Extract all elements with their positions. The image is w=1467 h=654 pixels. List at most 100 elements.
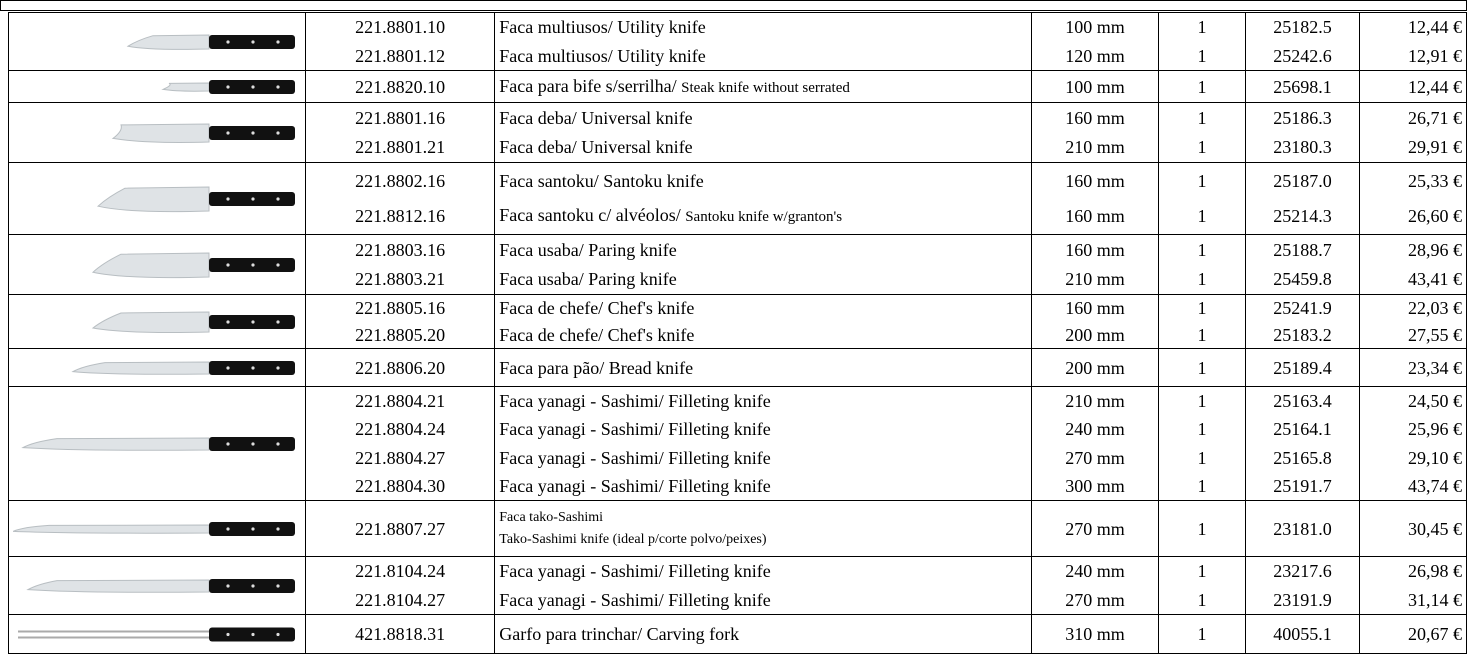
qty-cell: 1 <box>1158 294 1246 322</box>
knife-part <box>251 366 255 370</box>
desc-cell: Faca yanagi - Sashimi/ Filleting knife <box>494 415 1032 444</box>
price-cell: 12,91 € <box>1359 41 1467 71</box>
product-group: 221.8805.16 Faca de chefe/ Chef's knife 16… <box>8 294 1467 349</box>
knife-part <box>251 584 255 588</box>
code-cell: 221.8801.12 <box>304 41 496 71</box>
size-cell: 160 mm <box>1030 234 1160 265</box>
desc: Faca santoku/ Santoku knife <box>499 170 704 191</box>
knife-image-cell <box>8 234 306 295</box>
ref-cell: 25187.0 <box>1244 162 1361 199</box>
knife-part <box>251 263 255 267</box>
knife-image <box>18 627 295 642</box>
code: 221.8804.27 <box>355 447 446 468</box>
desc-cell: Faca tako-Sashimi Tako-Sashimi knife (ide… <box>494 500 1032 557</box>
code-cell: 221.8805.20 <box>304 321 496 349</box>
desc: Faca usaba/ Paring knife <box>499 269 677 290</box>
desc-cell: Garfo para trinchar/ Carving fork <box>494 614 1032 654</box>
price-cell: 22,03 € <box>1359 294 1467 322</box>
size-cell: 160 mm <box>1030 102 1160 133</box>
knife-image-cell <box>8 70 306 103</box>
knife-part <box>91 311 210 333</box>
size-cell: 100 mm <box>1030 12 1160 42</box>
knife-part <box>226 40 230 44</box>
knife-part <box>226 197 230 201</box>
ref-cell: 40055.1 <box>1244 614 1361 654</box>
qty: 1 <box>1197 561 1207 582</box>
ref: 25182.5 <box>1273 17 1332 38</box>
product-row: 221.8806.20 Faca para pão/ Bread knife 200… <box>8 348 1467 387</box>
qty: 1 <box>1197 324 1207 345</box>
knife-part <box>276 584 280 588</box>
price: 43,74 € <box>1408 476 1462 496</box>
size: 270 mm <box>1065 447 1125 468</box>
knife-image <box>111 123 295 143</box>
code-cell: 221.8104.24 <box>304 556 496 586</box>
code-cell: 221.8804.27 <box>304 443 496 472</box>
price: 25,96 € <box>1408 419 1462 440</box>
code-cell: 221.8807.27 <box>304 500 496 557</box>
size: 270 mm <box>1065 589 1125 610</box>
product-row: 221.8804.24 Faca yanagi - Sashimi/ Fillet… <box>9 415 1467 444</box>
code-cell: 221.8804.21 <box>304 386 496 415</box>
qty: 1 <box>1197 447 1207 468</box>
knife-image <box>12 522 295 536</box>
code: 221.8807.27 <box>355 518 446 539</box>
ref-cell: 25241.9 <box>1244 294 1361 322</box>
price-cell: 27,55 € <box>1359 321 1467 349</box>
knife-part <box>251 442 255 446</box>
product-row: 221.8104.24 Faca yanagi - Sashimi/ Fillet… <box>8 556 1467 615</box>
product-row: 221.8805.20 Faca de chefe/ Chef's knife 20… <box>9 321 1467 349</box>
qty: 1 <box>1197 107 1207 128</box>
knife-part <box>12 524 210 534</box>
desc-cell: Faca yanagi - Sashimi/ Filleting knife <box>494 556 1032 586</box>
ref-cell: 25186.3 <box>1244 102 1361 133</box>
price: 23,34 € <box>1408 357 1462 378</box>
qty: 1 <box>1197 589 1207 610</box>
knife-part <box>226 442 230 446</box>
desc-cell: Faca yanagi - Sashimi/ Filleting knife <box>494 386 1032 415</box>
size-cell: 210 mm <box>1030 264 1160 295</box>
knife-part <box>276 442 280 446</box>
product-group: 221.8807.27 Faca tako-Sashimi Tako-Sashimi… <box>8 500 1467 557</box>
product-row: 221.8805.16 Faca de chefe/ Chef's knife 16… <box>8 294 1467 349</box>
desc-cell: Faca deba/ Universal knife <box>494 102 1032 133</box>
price: 30,45 € <box>1408 518 1462 539</box>
price-cell: 12,44 € <box>1359 70 1467 103</box>
price-cell: 23,34 € <box>1359 348 1467 387</box>
product-group: 221.8104.24 Faca yanagi - Sashimi/ Fillet… <box>8 556 1467 615</box>
price-cell: 43,74 € <box>1359 472 1467 501</box>
desc: Faca yanagi - Sashimi/ Filleting knife <box>499 419 771 440</box>
code: 221.8803.21 <box>355 269 446 290</box>
desc-cell: Faca santoku c/ alvéolos/ Santoku knife … <box>494 198 1032 235</box>
price: 24,50 € <box>1408 391 1462 411</box>
qty: 1 <box>1197 239 1207 260</box>
ref-cell: 25242.6 <box>1244 41 1361 71</box>
size-cell: 210 mm <box>1030 132 1160 163</box>
qty-cell: 1 <box>1158 198 1246 235</box>
knife-part <box>251 131 255 135</box>
code: 421.8818.31 <box>355 624 446 644</box>
knife-part <box>276 320 280 324</box>
knife-part <box>226 85 230 89</box>
ref: 25214.3 <box>1273 206 1332 227</box>
code-cell: 221.8801.21 <box>304 132 496 163</box>
knife-part <box>126 34 210 50</box>
code-cell: 221.8820.10 <box>304 70 496 103</box>
ref-cell: 25698.1 <box>1244 70 1361 103</box>
price-cell: 24,50 € <box>1359 386 1467 415</box>
ref: 25189.4 <box>1273 357 1332 378</box>
price-cell: 20,67 € <box>1359 614 1467 654</box>
code-cell: 221.8104.27 <box>304 585 496 615</box>
price: 29,10 € <box>1408 447 1462 468</box>
desc: Faca de chefe/ Chef's knife <box>499 324 695 345</box>
product-row: 221.8803.21 Faca usaba/ Paring knife 210 m… <box>9 264 1467 295</box>
qty: 1 <box>1197 45 1207 66</box>
product-group: 221.8802.16 Faca santoku/ Santoku knife 16… <box>8 162 1467 235</box>
ref-cell: 25214.3 <box>1244 198 1361 235</box>
price-cell: 12,44 € <box>1359 12 1467 42</box>
qty-cell: 1 <box>1158 102 1246 133</box>
size: 100 mm <box>1065 17 1125 38</box>
knife-part <box>91 252 210 279</box>
code: 221.8804.30 <box>355 476 446 496</box>
qty: 1 <box>1197 357 1207 378</box>
